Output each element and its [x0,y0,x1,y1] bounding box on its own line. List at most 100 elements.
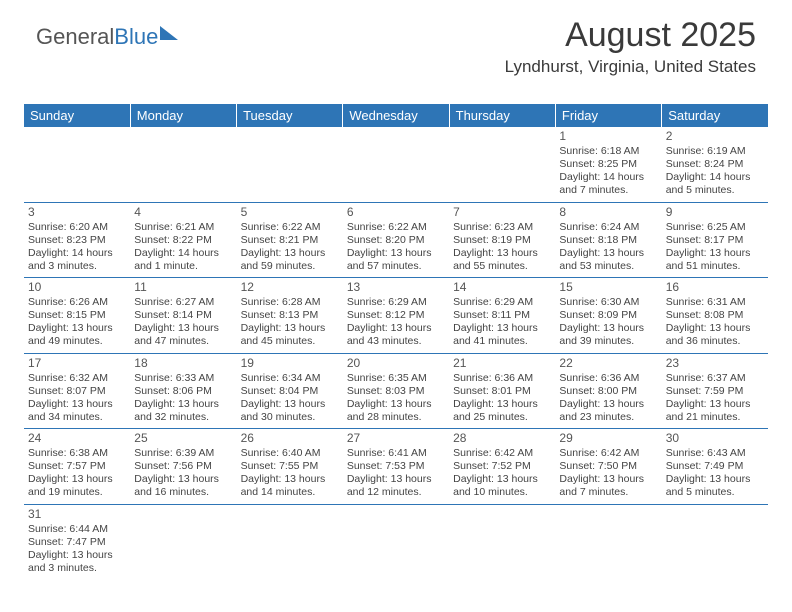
sunset-text: Sunset: 8:09 PM [559,309,657,322]
sunrise-text: Sunrise: 6:22 AM [241,221,339,234]
calendar-cell [449,504,555,579]
calendar-row: 17Sunrise: 6:32 AMSunset: 8:07 PMDayligh… [24,353,768,429]
calendar-cell: 25Sunrise: 6:39 AMSunset: 7:56 PMDayligh… [130,429,236,505]
calendar-cell: 18Sunrise: 6:33 AMSunset: 8:06 PMDayligh… [130,353,236,429]
calendar-row: 10Sunrise: 6:26 AMSunset: 8:15 PMDayligh… [24,278,768,354]
calendar-cell [130,127,236,202]
calendar-cell [449,127,555,202]
calendar-cell [237,127,343,202]
daylight-text: Daylight: 13 hours and 41 minutes. [453,322,551,348]
page-title: August 2025 [505,16,756,55]
calendar-cell: 31Sunrise: 6:44 AMSunset: 7:47 PMDayligh… [24,504,130,579]
daylight-text: Daylight: 14 hours and 3 minutes. [28,247,126,273]
day-number: 15 [559,280,657,295]
day-header: Friday [555,104,661,127]
sunset-text: Sunset: 8:14 PM [134,309,232,322]
day-number: 14 [453,280,551,295]
sunset-text: Sunset: 8:19 PM [453,234,551,247]
sunrise-text: Sunrise: 6:27 AM [134,296,232,309]
sunset-text: Sunset: 7:49 PM [666,460,764,473]
day-number: 1 [559,129,657,144]
sunrise-text: Sunrise: 6:30 AM [559,296,657,309]
sunrise-text: Sunrise: 6:22 AM [347,221,445,234]
daylight-text: Daylight: 13 hours and 59 minutes. [241,247,339,273]
daylight-text: Daylight: 13 hours and 19 minutes. [28,473,126,499]
sunrise-text: Sunrise: 6:31 AM [666,296,764,309]
daylight-text: Daylight: 13 hours and 39 minutes. [559,322,657,348]
calendar-cell: 5Sunrise: 6:22 AMSunset: 8:21 PMDaylight… [237,202,343,278]
sunset-text: Sunset: 8:23 PM [28,234,126,247]
sunrise-text: Sunrise: 6:41 AM [347,447,445,460]
sunset-text: Sunset: 8:15 PM [28,309,126,322]
calendar-row: 31Sunrise: 6:44 AMSunset: 7:47 PMDayligh… [24,504,768,579]
sunset-text: Sunset: 8:17 PM [666,234,764,247]
day-number: 22 [559,356,657,371]
calendar-cell [555,504,661,579]
sunset-text: Sunset: 7:56 PM [134,460,232,473]
sunset-text: Sunset: 8:08 PM [666,309,764,322]
day-number: 13 [347,280,445,295]
daylight-text: Daylight: 13 hours and 14 minutes. [241,473,339,499]
day-number: 27 [347,431,445,446]
sunset-text: Sunset: 7:59 PM [666,385,764,398]
day-number: 2 [666,129,764,144]
calendar-row: 24Sunrise: 6:38 AMSunset: 7:57 PMDayligh… [24,429,768,505]
daylight-text: Daylight: 13 hours and 10 minutes. [453,473,551,499]
sunset-text: Sunset: 8:18 PM [559,234,657,247]
daylight-text: Daylight: 13 hours and 30 minutes. [241,398,339,424]
sunrise-text: Sunrise: 6:19 AM [666,145,764,158]
sunrise-text: Sunrise: 6:21 AM [134,221,232,234]
daylight-text: Daylight: 13 hours and 45 minutes. [241,322,339,348]
day-number: 4 [134,205,232,220]
day-number: 20 [347,356,445,371]
sunset-text: Sunset: 8:12 PM [347,309,445,322]
daylight-text: Daylight: 13 hours and 51 minutes. [666,247,764,273]
calendar-cell: 3Sunrise: 6:20 AMSunset: 8:23 PMDaylight… [24,202,130,278]
day-number: 8 [559,205,657,220]
day-number: 24 [28,431,126,446]
daylight-text: Daylight: 14 hours and 7 minutes. [559,171,657,197]
sunrise-text: Sunrise: 6:42 AM [559,447,657,460]
daylight-text: Daylight: 13 hours and 55 minutes. [453,247,551,273]
calendar-cell: 15Sunrise: 6:30 AMSunset: 8:09 PMDayligh… [555,278,661,354]
calendar-cell: 28Sunrise: 6:42 AMSunset: 7:52 PMDayligh… [449,429,555,505]
daylight-text: Daylight: 13 hours and 47 minutes. [134,322,232,348]
sunset-text: Sunset: 7:52 PM [453,460,551,473]
sunrise-text: Sunrise: 6:29 AM [347,296,445,309]
sunrise-text: Sunrise: 6:35 AM [347,372,445,385]
day-number: 7 [453,205,551,220]
daylight-text: Daylight: 13 hours and 57 minutes. [347,247,445,273]
day-number: 31 [28,507,126,522]
sunrise-text: Sunrise: 6:33 AM [134,372,232,385]
day-number: 5 [241,205,339,220]
calendar-cell: 23Sunrise: 6:37 AMSunset: 7:59 PMDayligh… [662,353,768,429]
sunset-text: Sunset: 8:13 PM [241,309,339,322]
calendar-cell: 17Sunrise: 6:32 AMSunset: 8:07 PMDayligh… [24,353,130,429]
sunrise-text: Sunrise: 6:18 AM [559,145,657,158]
day-number: 6 [347,205,445,220]
calendar-cell: 26Sunrise: 6:40 AMSunset: 7:55 PMDayligh… [237,429,343,505]
calendar-body: 1Sunrise: 6:18 AMSunset: 8:25 PMDaylight… [24,127,768,579]
sunset-text: Sunset: 7:57 PM [28,460,126,473]
calendar-cell: 13Sunrise: 6:29 AMSunset: 8:12 PMDayligh… [343,278,449,354]
sunset-text: Sunset: 8:00 PM [559,385,657,398]
logo-text-2: Blue [114,24,158,50]
calendar-cell [237,504,343,579]
sunrise-text: Sunrise: 6:40 AM [241,447,339,460]
daylight-text: Daylight: 13 hours and 36 minutes. [666,322,764,348]
day-number: 10 [28,280,126,295]
calendar-cell: 8Sunrise: 6:24 AMSunset: 8:18 PMDaylight… [555,202,661,278]
daylight-text: Daylight: 13 hours and 43 minutes. [347,322,445,348]
day-number: 21 [453,356,551,371]
calendar-cell: 19Sunrise: 6:34 AMSunset: 8:04 PMDayligh… [237,353,343,429]
sunrise-text: Sunrise: 6:32 AM [28,372,126,385]
calendar-cell: 9Sunrise: 6:25 AMSunset: 8:17 PMDaylight… [662,202,768,278]
sunset-text: Sunset: 8:24 PM [666,158,764,171]
day-number: 29 [559,431,657,446]
sunset-text: Sunset: 8:06 PM [134,385,232,398]
calendar-cell: 1Sunrise: 6:18 AMSunset: 8:25 PMDaylight… [555,127,661,202]
day-number: 19 [241,356,339,371]
calendar-cell: 16Sunrise: 6:31 AMSunset: 8:08 PMDayligh… [662,278,768,354]
daylight-text: Daylight: 13 hours and 7 minutes. [559,473,657,499]
day-number: 23 [666,356,764,371]
